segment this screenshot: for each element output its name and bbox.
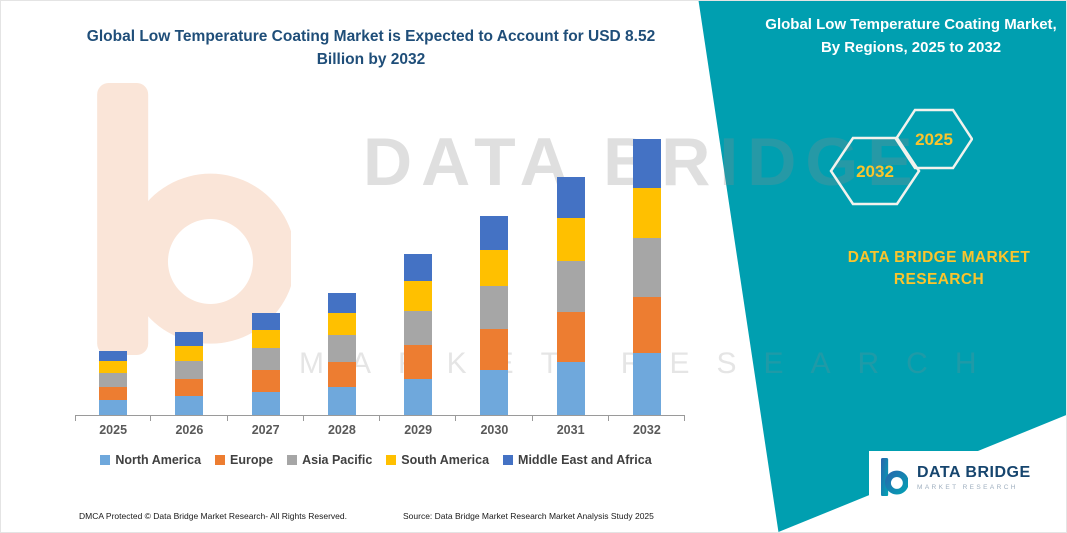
- bar-segment-europe: [175, 378, 204, 397]
- bar-segment-south-america: [327, 313, 356, 336]
- bar-stack: [99, 351, 128, 415]
- legend-label: Middle East and Africa: [518, 453, 652, 467]
- footer-source-text: Source: Data Bridge Market Research Mark…: [403, 511, 654, 521]
- bar-stack: [404, 254, 433, 415]
- bar-segment-asia-pacific: [556, 261, 585, 312]
- bar-segment-middle-east-and-africa: [251, 312, 280, 330]
- bar-segment-north-america: [327, 387, 356, 415]
- bar-segment-asia-pacific: [99, 372, 128, 387]
- bar-column-2030: [456, 123, 532, 415]
- bar-segment-south-america: [556, 217, 585, 262]
- legend: North America Europe Asia Pacific South Ame…: [59, 453, 693, 467]
- x-tick-label-2028: 2028: [303, 416, 380, 437]
- right-panel-title: Global Low Temperature Coating Market, B…: [765, 16, 1057, 56]
- hexagon-year-2032: 2032: [856, 162, 894, 181]
- bar-segment-middle-east-and-africa: [175, 332, 204, 347]
- legend-label: Asia Pacific: [302, 453, 373, 467]
- bar-segment-south-america: [251, 329, 280, 349]
- bar-column-2031: [533, 123, 609, 415]
- bar-segment-europe: [556, 311, 585, 362]
- legend-item-europe: Europe: [215, 453, 273, 467]
- legend-item-asia-pacific: Asia Pacific: [287, 453, 372, 467]
- bar-segment-europe: [480, 328, 509, 371]
- legend-item-north-america: North America: [100, 453, 201, 467]
- bar-segment-asia-pacific: [327, 335, 356, 362]
- bar-segment-south-america: [99, 361, 128, 373]
- bar-column-2025: [75, 123, 151, 415]
- plot-area: [75, 123, 685, 416]
- bar-stack: [480, 215, 509, 415]
- x-axis-labels: 2025 2026 2027 2028 2029 2030 2031 2032: [75, 416, 685, 437]
- bar-segment-south-america: [632, 187, 661, 239]
- x-tick-label-2030: 2030: [456, 416, 533, 437]
- bar-segment-europe: [632, 296, 661, 354]
- legend-item-middle-east-and-africa: Middle East and Africa: [503, 453, 652, 467]
- bar-segment-europe: [404, 345, 433, 379]
- logo-tagline: MARKET RESEARCH: [917, 483, 1018, 491]
- bar-segment-europe: [99, 386, 128, 401]
- x-tick-label-2031: 2031: [532, 416, 609, 437]
- bar-segment-north-america: [175, 396, 204, 415]
- footer-dmca-text: DMCA Protected © Data Bridge Market Rese…: [79, 511, 347, 521]
- legend-swatch-asia-pacific: [287, 455, 298, 465]
- bar-segment-middle-east-and-africa: [632, 138, 661, 188]
- bar-segment-north-america: [556, 361, 585, 415]
- bar-column-2029: [380, 123, 456, 415]
- x-tick-label-2025: 2025: [75, 416, 152, 437]
- logo-b-icon: [881, 457, 908, 497]
- legend-swatch-europe: [215, 455, 226, 465]
- bar-segment-europe: [327, 361, 356, 388]
- x-tick-label-2032: 2032: [608, 416, 685, 437]
- bar-segment-south-america: [175, 346, 204, 361]
- bar-segment-middle-east-and-africa: [556, 176, 585, 218]
- logo-text-block: DATA BRIDGE MARKET RESEARCH: [917, 464, 1031, 491]
- bar-segment-north-america: [251, 391, 280, 415]
- x-tick-label-2029: 2029: [380, 416, 457, 437]
- bar-segment-north-america: [632, 353, 661, 415]
- bar-segment-asia-pacific: [632, 238, 661, 297]
- bar-stack: [251, 312, 280, 415]
- bar-stack: [632, 138, 661, 415]
- bar-segment-europe: [251, 370, 280, 392]
- company-logo: DATA BRIDGE MARKET RESEARCH: [869, 451, 1043, 503]
- logo-name: DATA BRIDGE: [917, 463, 1031, 481]
- logo-b-watermark-icon: [96, 83, 296, 360]
- legend-label: North America: [115, 453, 202, 467]
- stacked-bar-chart: 2025 2026 2027 2028 2029 2030 2031 2032: [75, 123, 685, 437]
- bar-stack: [556, 176, 585, 415]
- legend-swatch-north-america: [100, 455, 111, 465]
- legend-swatch-south-america: [386, 455, 397, 465]
- bar-segment-asia-pacific: [404, 310, 433, 346]
- bar-column-2027: [228, 123, 304, 415]
- bar-column-2032: [609, 123, 685, 415]
- bar-segment-middle-east-and-africa: [327, 292, 356, 314]
- bar-segment-north-america: [480, 370, 509, 415]
- legend-item-south-america: South America: [386, 453, 489, 467]
- hexagon-year-badges: 2032 2025: [829, 108, 973, 206]
- x-tick-label-2027: 2027: [227, 416, 304, 437]
- bar-segment-south-america: [404, 281, 433, 311]
- legend-swatch-middle-east-and-africa: [503, 455, 514, 465]
- bar-segment-asia-pacific: [480, 286, 509, 329]
- bar-segment-middle-east-and-africa: [404, 254, 433, 282]
- legend-label: Europe: [230, 453, 274, 467]
- bar-segment-middle-east-and-africa: [480, 215, 509, 250]
- bar-segment-asia-pacific: [251, 348, 280, 371]
- brand-text: DATA BRIDGE MARKET RESEARCH: [847, 249, 1031, 289]
- bar-column-2028: [304, 123, 380, 415]
- hexagon-year-2025: 2025: [915, 130, 953, 149]
- hexagon-2025-icon: [894, 108, 973, 170]
- bar-segment-north-america: [99, 400, 128, 415]
- chart-title: Global Low Temperature Coating Market is…: [86, 28, 656, 69]
- legend-label: South America: [401, 453, 490, 467]
- bar-stack: [327, 292, 356, 415]
- bar-segment-asia-pacific: [175, 360, 204, 379]
- bar-stack: [175, 332, 204, 415]
- bar-segment-south-america: [480, 249, 509, 287]
- bar-segment-middle-east-and-africa: [99, 351, 128, 362]
- x-tick-label-2026: 2026: [151, 416, 228, 437]
- bar-segment-north-america: [404, 378, 433, 415]
- bar-column-2026: [151, 123, 227, 415]
